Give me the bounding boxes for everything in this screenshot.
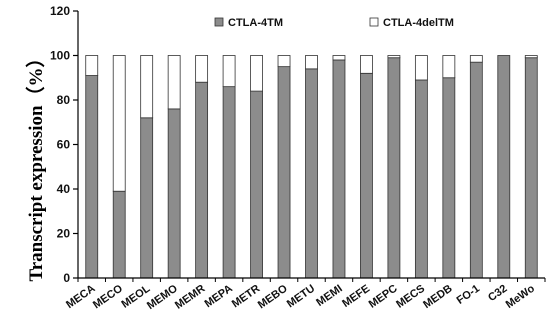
- x-tick-label-mefe: MEFE: [340, 283, 372, 310]
- x-tick-label-mecs: MECS: [394, 283, 427, 311]
- y-axis-label: Transcript expression（%）: [24, 48, 47, 281]
- x-tick-label-fo-1: FO-1: [455, 283, 482, 307]
- bar-mecs-ctla-4tm: [414, 79, 428, 279]
- bar-mefe-ctla-4deltm: [360, 55, 373, 74]
- bar-mewo-ctla-4tm: [524, 57, 538, 279]
- y-tick-label-100: 100: [50, 49, 70, 63]
- x-tick-label-meca: MECA: [64, 283, 97, 311]
- x-tick-label-memo: MEMO: [145, 282, 180, 312]
- bar-fo-1-ctla-4deltm: [469, 55, 483, 63]
- x-tick-label-metu: METU: [285, 283, 317, 311]
- bar-mefe-ctla-4tm: [360, 72, 373, 279]
- category-labels-group: MECAMECOMEOLMEMOMEMRMEPAMETRMEBOMETUMEMI…: [64, 282, 537, 312]
- bar-meol-ctla-4deltm: [140, 55, 154, 119]
- bar-mebo-ctla-4deltm: [277, 55, 291, 68]
- bar-meol-ctla-4tm: [140, 117, 154, 279]
- bar-metu-ctla-4deltm: [305, 55, 318, 70]
- bar-medb-ctla-4tm: [442, 77, 456, 279]
- bar-c32-ctla-4tm: [497, 55, 511, 279]
- bar-mepa-ctla-4deltm: [222, 55, 236, 88]
- bar-mepc-ctla-4deltm: [387, 55, 401, 59]
- x-tick-label-mewo: MeWo: [504, 282, 537, 310]
- y-tick-label-80: 80: [57, 93, 71, 107]
- bar-mepa-ctla-4tm: [222, 86, 236, 279]
- x-tick-label-memr: MEMR: [173, 283, 207, 312]
- bar-meco-ctla-4deltm: [112, 55, 126, 192]
- x-tick-label-memi: MEMI: [314, 283, 344, 309]
- bar-fo-1-ctla-4tm: [469, 61, 483, 279]
- y-tick-label-0: 0: [63, 271, 70, 285]
- x-tick-label-mebo: MEBO: [256, 282, 290, 311]
- x-tick-label-medb: MEDB: [421, 283, 454, 311]
- bar-meca-ctla-4tm: [85, 75, 99, 279]
- bar-meca-ctla-4deltm: [85, 55, 99, 76]
- y-tick-label-20: 20: [57, 227, 71, 241]
- x-tick-label-metr: METR: [230, 283, 262, 311]
- bar-mewo-ctla-4deltm: [524, 55, 538, 59]
- bar-memi-ctla-4deltm: [332, 55, 346, 61]
- bar-memo-ctla-4tm: [167, 108, 181, 279]
- y-tick-label-120: 120: [50, 4, 70, 18]
- bar-medb-ctla-4deltm: [442, 55, 456, 79]
- bar-mecs-ctla-4deltm: [414, 55, 428, 81]
- legend: CTLA-4TM CTLA-4delTM: [214, 17, 454, 29]
- bar-metu-ctla-4tm: [305, 68, 318, 279]
- y-tick-label-40: 40: [57, 182, 71, 196]
- bar-memi-ctla-4tm: [332, 59, 346, 279]
- x-tick-label-mepa: MEPA: [203, 283, 235, 311]
- bar-memr-ctla-4tm: [195, 81, 209, 279]
- legend-swatch-ctla-4tm: [214, 17, 224, 27]
- bar-metr-ctla-4deltm: [250, 55, 263, 92]
- y-tick-label-60: 60: [57, 138, 71, 152]
- bar-mepc-ctla-4tm: [387, 57, 401, 279]
- bar-mebo-ctla-4tm: [277, 66, 291, 279]
- bar-meco-ctla-4tm: [112, 190, 126, 279]
- bar-memr-ctla-4deltm: [195, 55, 209, 83]
- bar-memo-ctla-4deltm: [167, 55, 181, 110]
- legend-label-ctla-4tm: CTLA-4TM: [228, 17, 283, 29]
- bar-metr-ctla-4tm: [250, 90, 263, 279]
- bars-group: [85, 55, 538, 279]
- legend-label-ctla-4deltm: CTLA-4delTM: [383, 17, 454, 29]
- x-tick-label-mepc: MEPC: [367, 283, 400, 311]
- y-ticks-group: 0 20 40 60 80 100 120: [50, 4, 78, 285]
- legend-swatch-ctla-4deltm: [369, 17, 379, 27]
- x-tick-label-meco: MECO: [91, 282, 125, 311]
